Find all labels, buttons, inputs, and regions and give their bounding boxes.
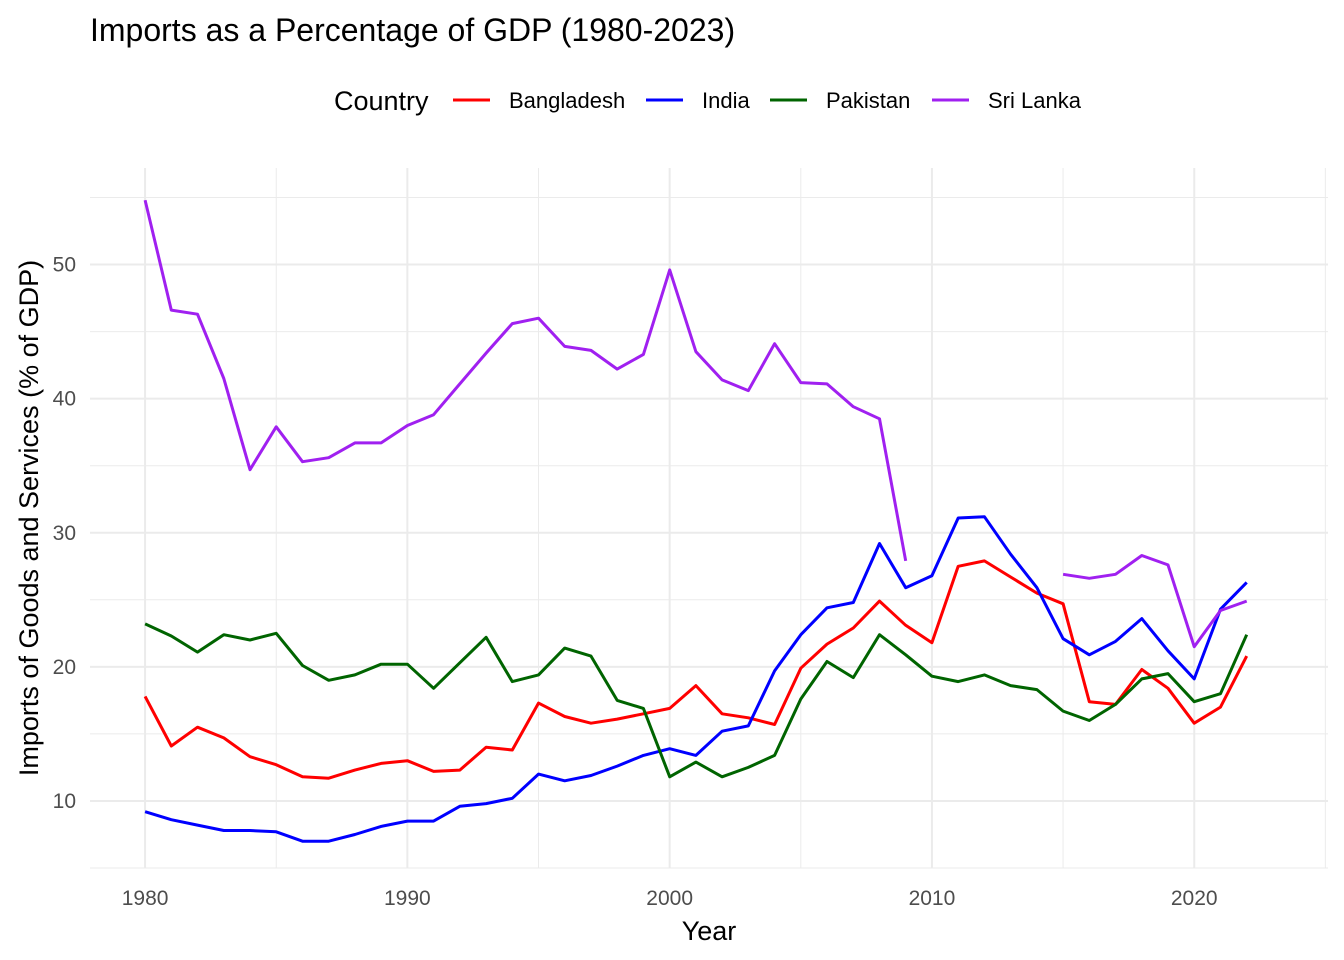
legend-title: Country <box>334 86 429 116</box>
legend: Country Bangladesh India Pakistan Sri Lanka <box>334 86 1082 116</box>
x-tick-label: 1980 <box>122 887 169 910</box>
series-line-pakistan <box>144 622 1249 779</box>
y-axis-label: Imports of Goods and Services (% of GDP) <box>14 260 44 776</box>
series-line-sri-lanka <box>143 199 1248 649</box>
chart-title: Imports as a Percentage of GDP (1980-202… <box>90 12 735 48</box>
x-tick-label: 2010 <box>909 887 956 910</box>
y-tick-label: 20 <box>53 656 76 679</box>
series-lines <box>143 199 1249 843</box>
grid <box>90 168 1328 869</box>
y-tick-label: 30 <box>53 522 76 545</box>
x-axis-label: Year <box>682 916 737 946</box>
legend-label-bangladesh: Bangladesh <box>509 88 625 113</box>
x-tick-label: 2000 <box>646 887 693 910</box>
legend-label-india: India <box>702 88 750 113</box>
series-line-india <box>144 515 1248 843</box>
tick-labels: 1980 1990 2000 2010 2020 10 20 30 40 50 <box>53 254 1218 910</box>
y-tick-label: 40 <box>53 388 76 411</box>
y-tick-label: 10 <box>53 790 76 813</box>
legend-label-pakistan: Pakistan <box>826 88 910 113</box>
legend-label-sri-lanka: Sri Lanka <box>988 88 1082 113</box>
y-tick-label: 50 <box>53 254 76 277</box>
series-line-bangladesh <box>143 559 1249 780</box>
x-tick-label: 1990 <box>384 887 431 910</box>
x-tick-label: 2020 <box>1171 887 1218 910</box>
